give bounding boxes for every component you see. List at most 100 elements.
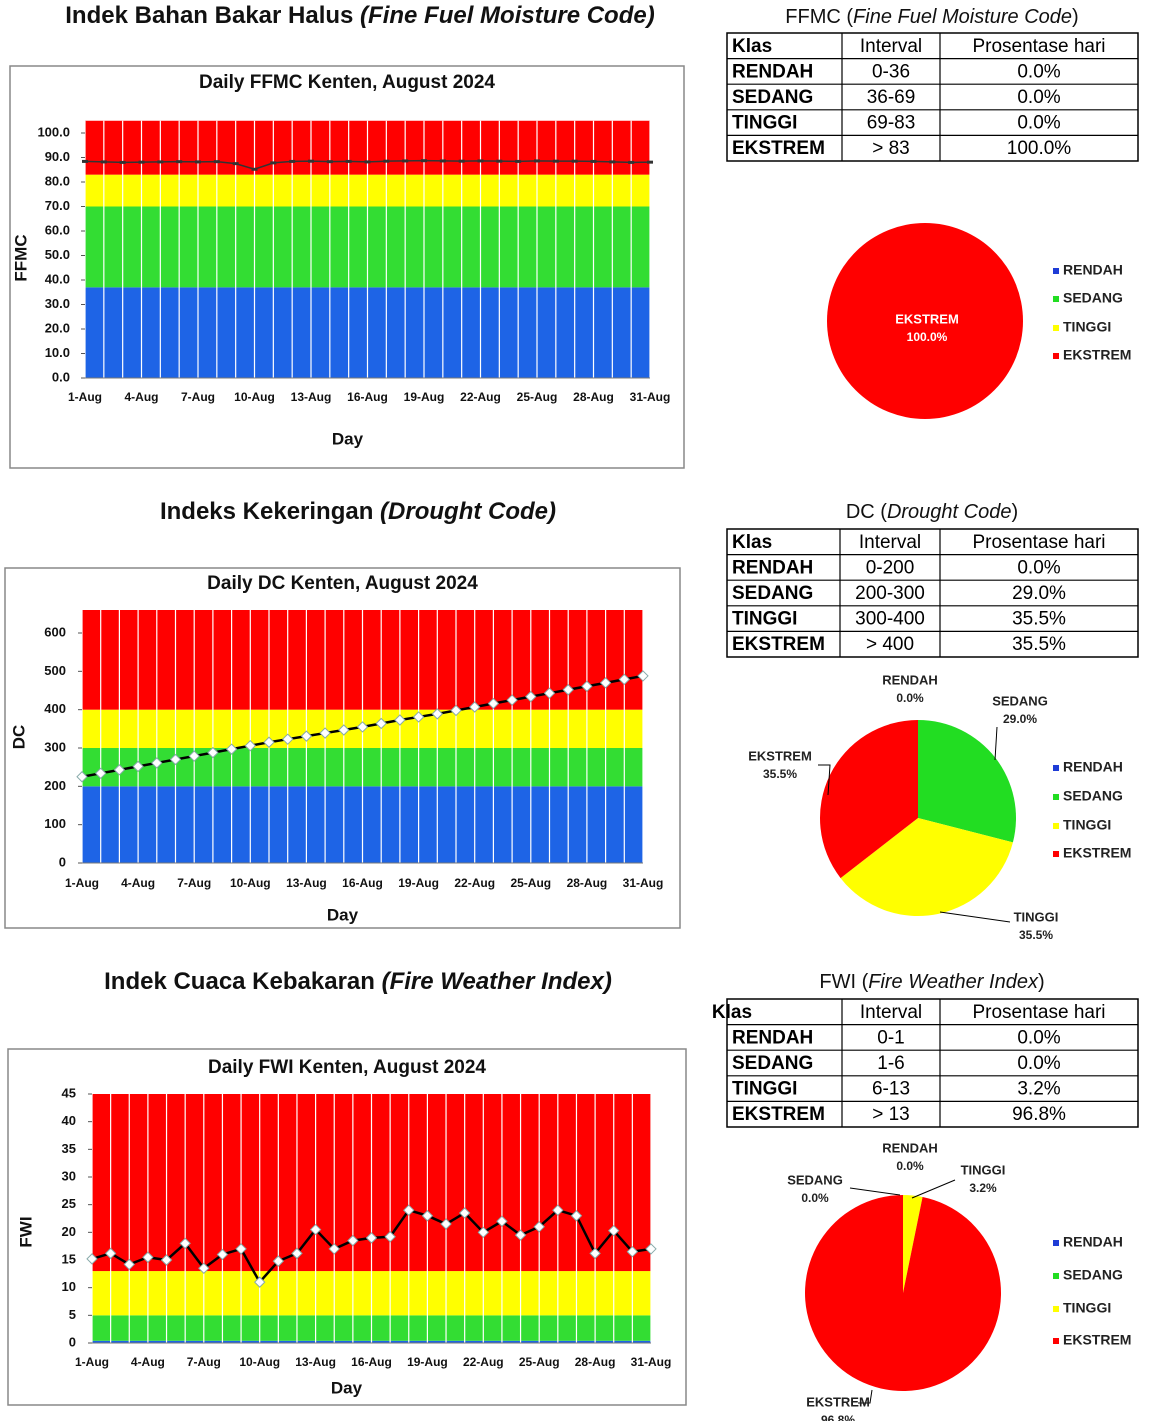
point-marker xyxy=(119,160,126,164)
y-tick-label: 70.0 xyxy=(45,198,70,213)
x-tick-label: 25-Aug xyxy=(510,876,551,890)
x-tick-label: 28-Aug xyxy=(573,390,614,404)
x-tick-label: 1-Aug xyxy=(68,390,102,404)
legend-swatch xyxy=(1053,1338,1059,1344)
table-header-cell: Prosentase hari xyxy=(972,36,1105,57)
point-marker xyxy=(188,750,200,762)
point-marker xyxy=(421,159,427,163)
table-cell: 6-13 xyxy=(872,1079,910,1100)
section-heading: Indek Cuaca Kebakaran (Fire Weather Inde… xyxy=(104,968,612,995)
y-tick-label: 20.0 xyxy=(45,320,70,335)
chart-title: Daily DC Kenten, August 2024 xyxy=(207,573,478,594)
table-cell: EKSTREM xyxy=(732,1104,825,1125)
point-marker xyxy=(590,159,597,163)
table-title: FFMC (Fine Fuel Moisture Code) xyxy=(785,6,1078,28)
point-marker xyxy=(151,757,163,769)
point-marker xyxy=(364,160,371,164)
table-cell: > 13 xyxy=(872,1104,910,1125)
point-marker xyxy=(270,161,277,165)
table-header-cell: Interval xyxy=(859,532,921,553)
point-marker xyxy=(345,159,352,163)
legend-label: TINGGI xyxy=(1063,319,1111,335)
point-marker xyxy=(123,1258,135,1271)
slice-label: RENDAH xyxy=(882,672,938,687)
x-tick-label: 16-Aug xyxy=(342,876,383,890)
x-tick-label: 25-Aug xyxy=(517,390,558,404)
point-marker xyxy=(338,724,350,736)
point-marker xyxy=(533,1221,545,1233)
table-title: DC (Drought Code) xyxy=(846,501,1018,523)
point-marker xyxy=(160,1254,173,1266)
point-marker xyxy=(589,1247,601,1260)
x-tick-label: 22-Aug xyxy=(454,876,495,890)
point-marker xyxy=(608,1224,620,1237)
point-marker xyxy=(534,159,540,163)
table-cell: RENDAH xyxy=(732,557,813,578)
table-cell: RENDAH xyxy=(732,61,813,82)
y-tick-label: 30 xyxy=(62,1168,76,1183)
table-cell: 0.0% xyxy=(1017,87,1060,108)
point-marker xyxy=(195,160,201,164)
point-marker xyxy=(412,711,425,723)
text-part: (Drought Code) xyxy=(380,498,556,525)
point-marker xyxy=(198,1262,210,1275)
legend-swatch xyxy=(1053,794,1059,800)
point-marker xyxy=(235,1243,247,1255)
table-header-cell: Klas xyxy=(712,1002,752,1023)
table-cell: TINGGI xyxy=(732,609,797,630)
table-border xyxy=(726,998,1139,1128)
table-cell: 35.5% xyxy=(1012,609,1066,630)
y-axis-label: FFMC xyxy=(11,234,30,281)
y-tick-label: 60.0 xyxy=(45,222,70,237)
point-marker xyxy=(506,694,518,706)
slice-label: SEDANG xyxy=(992,693,1048,708)
x-axis-label: Day xyxy=(327,905,359,924)
text-part: Indek Cuaca Kebakaran xyxy=(104,968,381,995)
legend-swatch xyxy=(1053,823,1059,829)
point-marker xyxy=(458,159,465,163)
x-tick-label: 22-Aug xyxy=(460,390,501,404)
slice-value-label: 100.0% xyxy=(907,330,948,344)
y-tick-label: 50.0 xyxy=(45,247,70,262)
chart-title: Daily FWI Kenten, August 2024 xyxy=(208,1057,486,1078)
legend-label: RENDAH xyxy=(1063,759,1123,775)
legend-label: EKSTREM xyxy=(1063,845,1131,861)
point-marker xyxy=(394,714,406,726)
slice-label: TINGGI xyxy=(1014,909,1059,924)
x-tick-label: 10-Aug xyxy=(239,1355,280,1369)
x-tick-label: 31-Aug xyxy=(630,390,671,404)
point-marker xyxy=(207,746,219,759)
leader-line xyxy=(858,1389,873,1404)
point-marker xyxy=(440,1218,452,1230)
x-tick-label: 16-Aug xyxy=(351,1355,392,1369)
table-header-cell: Prosentase hari xyxy=(972,532,1105,553)
x-tick-label: 13-Aug xyxy=(295,1355,336,1369)
table-cell: > 400 xyxy=(866,634,914,655)
table-cell: 1-6 xyxy=(877,1053,904,1074)
text-part: ) xyxy=(1038,971,1045,993)
table-cell: TINGGI xyxy=(732,1079,797,1100)
point-marker xyxy=(176,160,183,164)
table-cell: 3.2% xyxy=(1017,1079,1060,1100)
table-cell: 0-1 xyxy=(877,1027,904,1048)
leader-line xyxy=(849,1187,901,1196)
y-tick-label: 20 xyxy=(62,1224,76,1239)
point-marker xyxy=(142,1251,154,1263)
point-marker xyxy=(581,680,593,692)
y-tick-label: 100.0 xyxy=(37,124,70,139)
slice-label: EKSTREM xyxy=(895,311,959,326)
text-part: (Fire Weather Index) xyxy=(382,968,612,995)
y-tick-label: 15 xyxy=(62,1251,76,1266)
table-header-cell: Klas xyxy=(732,532,772,553)
table-cell: 0.0% xyxy=(1017,1053,1060,1074)
point-marker xyxy=(514,1229,527,1241)
x-tick-label: 4-Aug xyxy=(121,876,155,890)
point-marker xyxy=(132,760,144,773)
slice-value-label: 0.0% xyxy=(896,1159,924,1173)
point-marker xyxy=(450,704,462,717)
point-marker xyxy=(525,690,537,703)
text-part: FWI ( xyxy=(819,971,868,993)
text-part: DC ( xyxy=(846,501,887,523)
point-marker xyxy=(309,1223,322,1236)
